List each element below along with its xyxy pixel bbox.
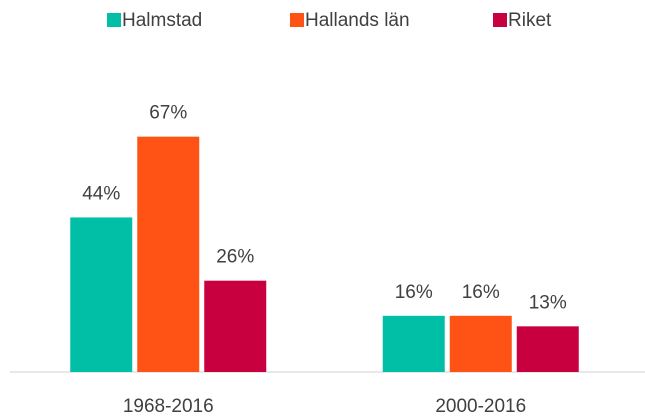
legend-label: Hallands län [305, 10, 410, 31]
bar [449, 315, 512, 372]
legend-label: Halmstad [122, 10, 202, 31]
bar [382, 315, 445, 372]
data-label: 44% [82, 183, 120, 204]
x-tick-label: 2000-2016 [435, 396, 526, 417]
legend-swatch [290, 13, 304, 27]
bar [204, 280, 267, 372]
bar [137, 136, 200, 372]
data-label: 13% [529, 292, 567, 313]
legend-label: Riket [508, 10, 552, 31]
legend-swatch [107, 13, 121, 27]
bar [70, 217, 133, 372]
data-label: 16% [395, 282, 433, 303]
bar [516, 326, 579, 372]
legend-swatch [493, 13, 507, 27]
data-label: 26% [216, 247, 254, 268]
x-tick-label: 1968-2016 [123, 396, 214, 417]
data-label: 67% [149, 103, 187, 124]
data-label: 16% [462, 282, 500, 303]
